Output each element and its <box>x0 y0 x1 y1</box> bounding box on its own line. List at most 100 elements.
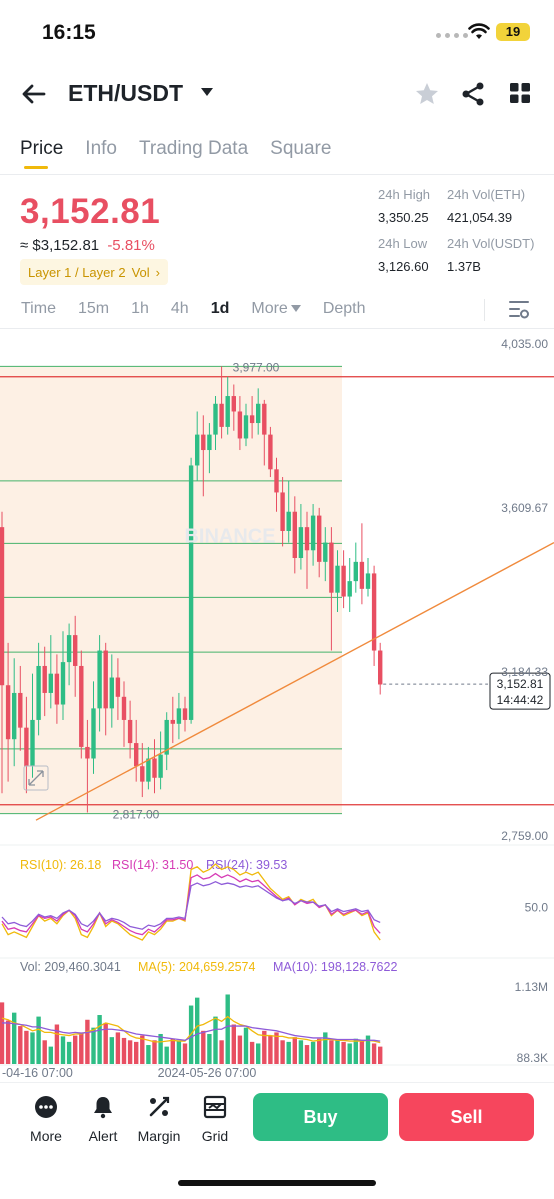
countdown-label: 14:44:42 <box>497 693 544 707</box>
current-price-label-box <box>489 672 551 710</box>
volume-bar <box>353 1038 358 1064</box>
signal-icon <box>436 33 468 38</box>
candle-body <box>121 696 127 720</box>
candle-body <box>195 434 200 466</box>
candle-body <box>158 754 163 778</box>
volume-bar <box>48 1046 53 1064</box>
candle-body <box>329 542 334 593</box>
watermark: BINANCE <box>184 526 275 548</box>
volume-bar <box>176 1040 182 1064</box>
volume-bar <box>140 1035 145 1064</box>
candle-body <box>219 403 224 427</box>
candle-body <box>97 650 102 709</box>
candle-body <box>24 727 29 767</box>
tag-vol[interactable]: Vol <box>131 264 150 280</box>
grid-button[interactable]: Grid <box>185 1095 245 1144</box>
share-icon[interactable] <box>461 81 485 107</box>
interval-depth[interactable]: Depth <box>322 300 366 317</box>
volume-bar <box>201 1030 206 1064</box>
alert-button[interactable]: Alert <box>73 1095 133 1144</box>
candle-body <box>79 665 84 747</box>
bell-icon <box>94 1097 112 1119</box>
date-axis-label: -04-16 07:00 <box>2 1066 73 1080</box>
volume-bar <box>317 1038 322 1064</box>
caret-down-icon[interactable] <box>200 87 214 97</box>
star-icon[interactable] <box>414 81 440 107</box>
candle-body <box>304 527 310 551</box>
tab-price[interactable]: Price <box>20 138 64 159</box>
candle-body <box>127 719 133 744</box>
candle-body <box>347 581 352 597</box>
expand-icon-arrows <box>28 770 44 786</box>
volume-bar <box>158 1033 163 1064</box>
interval-time[interactable]: Time <box>21 300 56 317</box>
candle-body <box>365 573 371 589</box>
volume-bar <box>280 1040 285 1064</box>
category-tags[interactable]: Layer 1 / Layer 2 Vol › <box>20 259 168 285</box>
interval-4h[interactable]: 4h <box>170 300 189 317</box>
volume-bar <box>85 1019 90 1064</box>
grid-icon[interactable] <box>510 83 530 103</box>
rsi-line <box>1 863 381 941</box>
status-time: 16:15 <box>42 21 96 44</box>
candle-body <box>335 565 340 593</box>
tab-info[interactable]: Info <box>85 138 117 159</box>
candle-body <box>310 515 316 551</box>
approx-usd: ≈ $3,152.81 <box>20 237 100 254</box>
caret-down-icon <box>290 305 301 313</box>
price-chart[interactable]: 3,152.81 14:44:42 RSI(10): 26.18 RSI(14): … <box>0 330 554 1080</box>
volume-ma-line <box>1 1015 381 1044</box>
volume-legend: Vol: 209,460.3041 <box>20 960 121 974</box>
volume-bar <box>274 1032 279 1064</box>
volume-bar <box>97 1015 102 1064</box>
buy-button[interactable]: Buy <box>253 1093 388 1141</box>
candle-body <box>12 692 17 740</box>
status-bar: 16:15 19 <box>0 0 554 62</box>
volume-bar <box>109 1037 114 1064</box>
rsi-line <box>1 881 381 930</box>
back-arrow-icon[interactable] <box>20 80 48 108</box>
candle-body <box>359 561 365 589</box>
chart-settings-icon[interactable] <box>508 299 530 321</box>
volume-bar <box>298 1040 304 1064</box>
volume-axis-label: 1.13M <box>515 980 548 994</box>
stat-label: 24h Vol(USDT) <box>447 236 535 251</box>
volume-bar <box>79 1032 84 1064</box>
expand-icon <box>23 765 49 791</box>
date-axis-label: 2024-05-26 07:00 <box>158 1066 257 1080</box>
interval-1d[interactable]: 1d <box>210 300 230 317</box>
more-button[interactable]: More <box>16 1095 76 1144</box>
current-price-label: 3,152.81 <box>497 677 544 691</box>
margin-button[interactable]: Margin <box>129 1095 189 1144</box>
sell-button[interactable]: Sell <box>399 1093 534 1141</box>
divider <box>0 174 554 175</box>
tab-trading-data[interactable]: Trading Data <box>139 138 249 159</box>
candle-body <box>140 766 145 782</box>
pair-title[interactable]: ETH/USDT <box>68 80 183 106</box>
interval-1h[interactable]: 1h <box>131 300 149 317</box>
candle-body <box>164 719 169 755</box>
candle-body <box>134 743 139 767</box>
candle-body <box>115 677 121 697</box>
stat-label: 24h Low <box>378 236 428 251</box>
price-approx: ≈ $3,152.81 -5.81% <box>20 237 155 254</box>
interval-selector: Time 15m 1h 4h 1d More Depth <box>21 300 366 318</box>
volume-bar <box>36 1016 41 1064</box>
rsi-line <box>1 872 381 936</box>
candle-body <box>378 650 383 685</box>
volume-bar <box>335 1040 340 1064</box>
candle-body <box>280 492 285 532</box>
interval-more[interactable]: More <box>251 300 301 318</box>
volume-bar <box>146 1045 151 1064</box>
price-axis-label: 3,184.33 <box>501 665 548 679</box>
tab-square[interactable]: Square <box>270 138 332 159</box>
volume-bar <box>243 1027 249 1064</box>
volume-bar <box>115 1032 121 1064</box>
candle-body <box>182 708 188 720</box>
tag-layer[interactable]: Layer 1 / Layer 2 <box>28 264 126 280</box>
candle-body <box>42 665 47 693</box>
volume-ma-line <box>2 1022 381 1042</box>
candle-body <box>54 673 60 705</box>
interval-15m[interactable]: 15m <box>77 300 110 317</box>
rsi-axis-label: 50.0 <box>525 901 549 915</box>
